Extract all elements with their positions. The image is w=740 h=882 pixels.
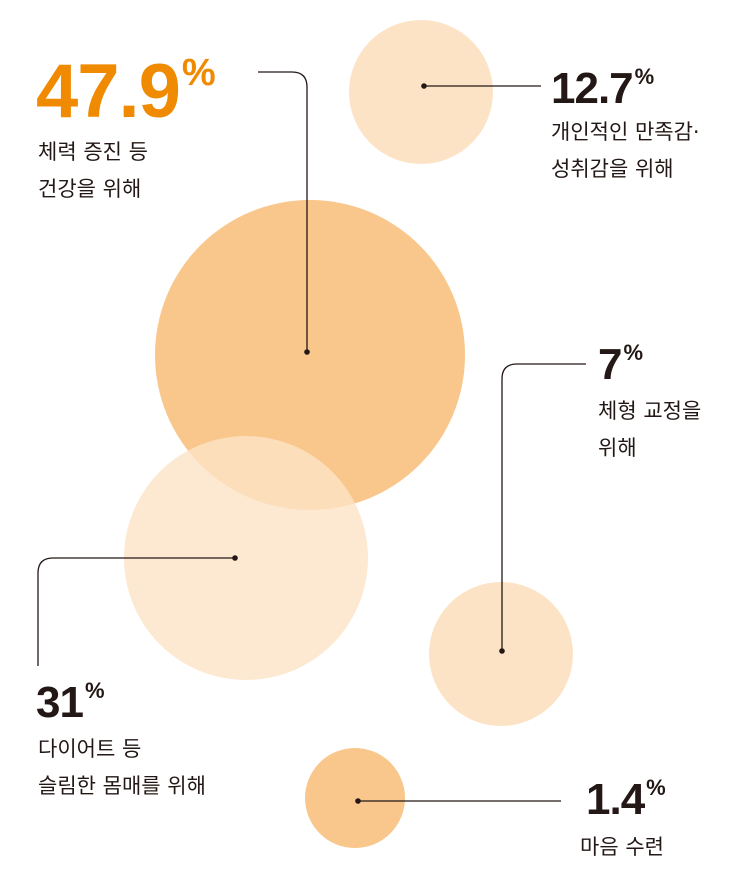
bubble-4: [305, 748, 405, 848]
leader-line-0: [258, 71, 308, 352]
category-label-0: 체력 증진 등 건강을 위해: [38, 140, 148, 201]
category-label-1: 개인적인 만족감· 성취감을 위해: [551, 120, 700, 181]
leader-line-3: [37, 557, 235, 666]
value-label-1: 12.7%: [551, 64, 654, 113]
category-label-3: 다이어트 등 슬림한 몸매를 위해: [38, 737, 206, 798]
bubble-0: [155, 200, 465, 510]
value-label-0: 47.9%: [36, 49, 216, 134]
category-label-2: 체형 교정을 위해: [598, 399, 702, 460]
value-label-2: 7%: [598, 340, 643, 389]
leader-line-2: [501, 363, 586, 651]
leader-dot-2: [499, 648, 505, 654]
value-label-4: 1.4%: [586, 775, 666, 824]
leader-dot-0: [304, 349, 310, 355]
leader-dot-4: [355, 798, 361, 804]
leader-dot-3: [232, 555, 238, 561]
leader-dot-1: [421, 83, 427, 89]
bubble-2: [429, 582, 573, 726]
bubble-3: [124, 436, 368, 680]
value-label-3: 31%: [36, 678, 104, 727]
bubble-1: [349, 20, 493, 164]
category-label-4: 마음 수련: [580, 835, 664, 859]
